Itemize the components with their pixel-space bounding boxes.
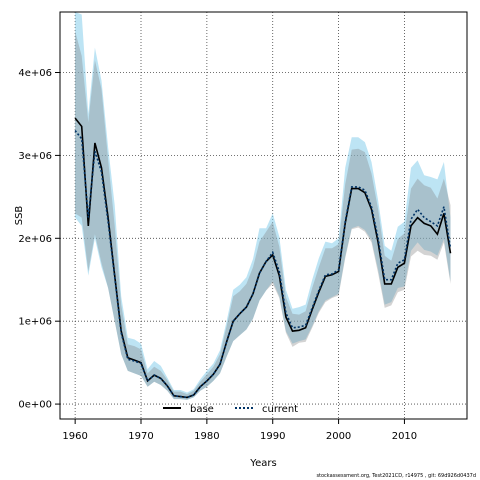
x-tick-label: 1970 bbox=[128, 431, 153, 442]
y-tick-label: 3e+06 bbox=[18, 151, 52, 162]
legend-label-base: base bbox=[190, 404, 214, 415]
legend: base current bbox=[163, 404, 298, 415]
x-tick-label: 2000 bbox=[326, 431, 351, 442]
x-tick-label: 1990 bbox=[260, 431, 285, 442]
y-tick-label: 0e+00 bbox=[18, 400, 52, 411]
x-axis: 1960 1970 1980 1990 2000 2010 bbox=[62, 419, 417, 442]
x-axis-title: Years bbox=[249, 458, 276, 469]
y-axis-title: SSB bbox=[14, 206, 25, 226]
line-current bbox=[74, 130, 452, 399]
footer-credit: stockassessment.org, Test2021CD, r14975 … bbox=[316, 473, 476, 479]
legend-label-current: current bbox=[262, 404, 298, 415]
confidence-bands bbox=[75, 12, 451, 400]
x-tick-label: 1980 bbox=[194, 431, 219, 442]
y-tick-label: 1e+06 bbox=[18, 317, 52, 328]
band-current bbox=[75, 12, 451, 400]
plot-border bbox=[59, 11, 468, 420]
x-tick-label: 1960 bbox=[62, 431, 87, 442]
y-tick-label: 2e+06 bbox=[18, 234, 52, 245]
band-base bbox=[75, 31, 451, 400]
y-axis: 0e+00 1e+06 2e+06 3e+06 4e+06 bbox=[18, 68, 60, 411]
series-lines bbox=[74, 117, 452, 399]
x-tick-label: 2010 bbox=[392, 431, 417, 442]
y-tick-label: 4e+06 bbox=[18, 68, 52, 79]
line-base bbox=[74, 117, 452, 399]
